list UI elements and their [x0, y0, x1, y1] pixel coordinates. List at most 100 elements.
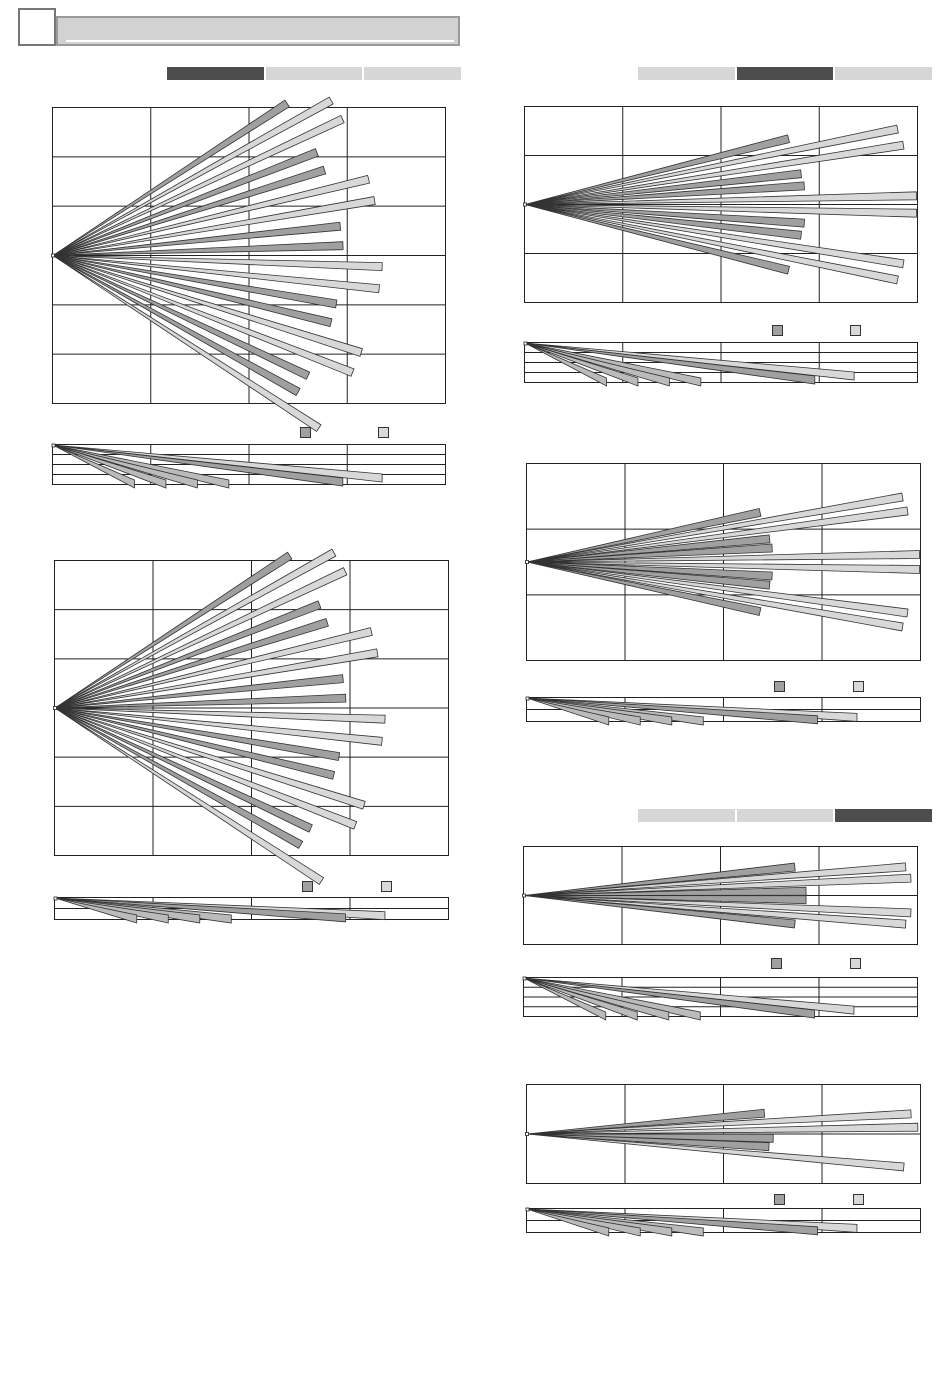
tab-left-1[interactable] [167, 67, 264, 80]
beam-narrow [524, 191, 917, 205]
beam-narrow [52, 255, 355, 377]
top-view-grid [523, 106, 918, 303]
beam-narrow [52, 115, 345, 256]
beam-narrow [526, 1109, 912, 1135]
beam-wide [524, 181, 805, 205]
beam-narrow [54, 707, 358, 830]
legend-narrow-swatch [850, 325, 862, 336]
tab-bottom-right-1[interactable] [638, 809, 735, 822]
legend-narrow-swatch [853, 681, 865, 692]
side-beam [52, 444, 167, 489]
beam-wide [54, 674, 344, 709]
sensor-origin [525, 1132, 529, 1136]
tab-top-right-1[interactable] [638, 67, 735, 80]
beam-wide [54, 707, 313, 833]
beam-narrow [54, 548, 337, 709]
legend-wide-swatch [774, 1194, 786, 1205]
legend-wide-swatch [302, 881, 314, 892]
page-number-box [18, 8, 56, 46]
side-origin [522, 976, 527, 981]
side-beam [54, 897, 346, 923]
tab-top-right-2[interactable] [737, 67, 833, 80]
side-view-grid [522, 976, 918, 1021]
side-beam [524, 342, 607, 387]
side-beam [526, 697, 818, 725]
beam-wide [52, 255, 301, 396]
beam-wide [54, 551, 293, 709]
beam-narrow [524, 124, 899, 205]
beam-wide [54, 707, 304, 849]
side-view-grid [51, 443, 446, 489]
beam-narrow [54, 567, 348, 709]
beam-wide [52, 255, 338, 309]
side-beam [52, 444, 198, 489]
sensor-origin [522, 893, 526, 898]
side-origin [525, 1207, 530, 1212]
side-origin [523, 341, 528, 346]
side-beam [526, 1208, 818, 1236]
beam-wide [54, 707, 341, 761]
legend-narrow-swatch [378, 427, 390, 438]
beam-wide [526, 543, 773, 563]
side-origin [51, 443, 56, 448]
side-origin [53, 896, 58, 901]
side-beam [524, 342, 670, 387]
sensor-origin [525, 560, 529, 564]
beam-narrow [524, 204, 917, 218]
beam-wide [524, 134, 790, 205]
beam-wide [54, 600, 322, 709]
tabstrip-bottom-right [638, 809, 932, 822]
side-beam [526, 697, 610, 726]
beam-narrow [526, 550, 920, 563]
legend-wide-swatch [771, 325, 783, 336]
beam-narrow [524, 204, 905, 269]
legend-narrow-swatch [381, 881, 393, 892]
beam-wide [524, 204, 805, 228]
title-underline [66, 40, 454, 42]
tab-bottom-right-2[interactable] [737, 809, 833, 822]
tab-top-right-3[interactable] [835, 67, 932, 80]
side-beam [523, 977, 815, 1019]
beam-wide [526, 534, 771, 563]
beam-wide [52, 165, 327, 256]
side-beam [524, 342, 816, 385]
side-origin [525, 696, 530, 701]
top-view-grid [525, 1084, 921, 1184]
tabstrip-top-right [638, 67, 932, 80]
side-beam [523, 977, 638, 1021]
legend-narrow-swatch [853, 1194, 865, 1205]
side-beam [524, 342, 639, 387]
beam-narrow [52, 196, 376, 256]
side-beam [54, 897, 138, 924]
legend-narrow-swatch [850, 958, 862, 969]
beam-narrow [523, 862, 907, 896]
beam-narrow [54, 648, 379, 709]
beam-narrow [524, 140, 905, 205]
beam-wide [54, 707, 336, 780]
beam-wide [526, 561, 771, 590]
top-view-grid [522, 846, 918, 945]
beam-narrow [54, 707, 383, 746]
beam-wide [52, 241, 344, 256]
sensor-origin [53, 706, 57, 710]
beam-wide [523, 895, 796, 929]
top-view-grid [51, 96, 446, 432]
beam-wide [524, 204, 802, 240]
top-view-grid [53, 548, 449, 885]
tab-bottom-right-3[interactable] [835, 809, 932, 822]
beam-wide [52, 99, 290, 256]
beam-narrow [52, 255, 383, 272]
beam-narrow [52, 174, 370, 256]
beam-narrow [523, 895, 912, 918]
beam-narrow [52, 255, 363, 357]
beam-narrow [52, 96, 334, 256]
tab-left-3[interactable] [364, 67, 461, 80]
tab-left-2[interactable] [266, 67, 362, 80]
beam-narrow [526, 1122, 919, 1135]
beam-wide [54, 618, 329, 709]
sensor-origin [523, 202, 527, 207]
beam-narrow [54, 707, 386, 724]
beam-narrow [52, 255, 322, 432]
beam-wide [52, 148, 319, 256]
side-beam [523, 977, 607, 1021]
